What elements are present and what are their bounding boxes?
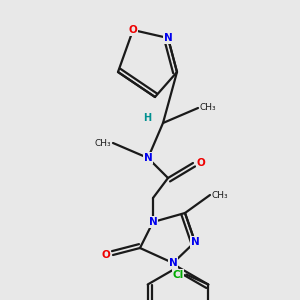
Text: N: N — [190, 237, 200, 247]
Text: Cl: Cl — [173, 269, 184, 280]
Text: O: O — [102, 250, 110, 260]
Text: CH₃: CH₃ — [212, 190, 229, 200]
Text: H: H — [143, 113, 151, 123]
Text: O: O — [129, 25, 137, 35]
Text: CH₃: CH₃ — [94, 139, 111, 148]
Text: N: N — [169, 258, 177, 268]
Text: N: N — [144, 153, 152, 163]
Text: O: O — [196, 158, 206, 168]
Text: N: N — [164, 33, 172, 43]
Text: CH₃: CH₃ — [200, 103, 217, 112]
Text: N: N — [148, 217, 158, 227]
